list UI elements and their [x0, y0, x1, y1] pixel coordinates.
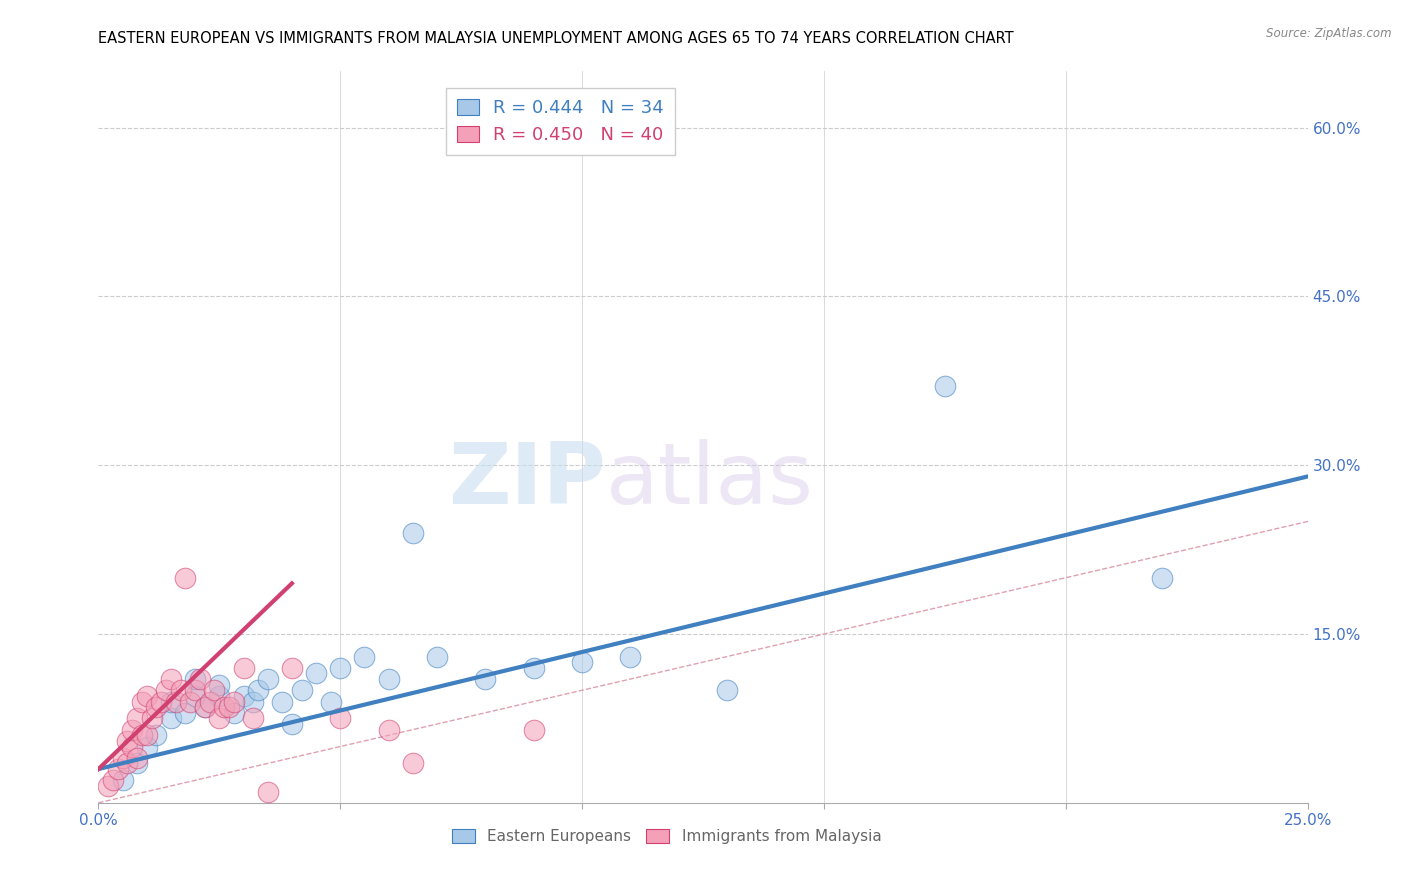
Point — [353, 649, 375, 664]
Point — [117, 756, 139, 771]
Point — [107, 762, 129, 776]
Point — [127, 711, 149, 725]
Point — [222, 706, 245, 720]
Point — [232, 661, 254, 675]
Point — [934, 379, 956, 393]
Point — [218, 700, 240, 714]
Point — [426, 649, 449, 664]
Point — [121, 739, 143, 754]
Point — [111, 773, 134, 788]
Point — [619, 649, 641, 664]
Point — [232, 689, 254, 703]
Point — [377, 723, 399, 737]
Point — [290, 683, 312, 698]
Point — [127, 751, 149, 765]
Point — [212, 700, 235, 714]
Point — [571, 655, 593, 669]
Point — [271, 694, 294, 708]
Point — [256, 672, 278, 686]
Point — [160, 672, 183, 686]
Point — [523, 723, 546, 737]
Point — [101, 773, 124, 788]
Point — [145, 700, 167, 714]
Point — [305, 666, 328, 681]
Text: atlas: atlas — [606, 440, 814, 523]
Text: ZIP: ZIP — [449, 440, 606, 523]
Point — [135, 689, 157, 703]
Point — [155, 683, 177, 698]
Point — [131, 728, 153, 742]
Point — [402, 756, 425, 771]
Point — [716, 683, 738, 698]
Point — [165, 694, 187, 708]
Point — [127, 756, 149, 771]
Point — [160, 711, 183, 725]
Point — [174, 706, 197, 720]
Point — [111, 751, 134, 765]
Point — [131, 694, 153, 708]
Point — [174, 571, 197, 585]
Point — [256, 784, 278, 798]
Point — [222, 694, 245, 708]
Point — [194, 700, 217, 714]
Point — [204, 683, 226, 698]
Point — [242, 694, 264, 708]
Point — [1152, 571, 1174, 585]
Point — [145, 728, 167, 742]
Point — [150, 694, 173, 708]
Point — [281, 717, 304, 731]
Point — [523, 661, 546, 675]
Point — [184, 683, 207, 698]
Point — [242, 711, 264, 725]
Point — [329, 661, 352, 675]
Point — [135, 739, 157, 754]
Point — [194, 700, 217, 714]
Point — [135, 728, 157, 742]
Point — [121, 723, 143, 737]
Point — [281, 661, 304, 675]
Text: Source: ZipAtlas.com: Source: ZipAtlas.com — [1267, 27, 1392, 40]
Legend: Eastern Europeans, Immigrants from Malaysia: Eastern Europeans, Immigrants from Malay… — [446, 822, 887, 850]
Point — [188, 672, 211, 686]
Point — [160, 694, 183, 708]
Point — [247, 683, 270, 698]
Point — [402, 525, 425, 540]
Point — [179, 694, 201, 708]
Point — [208, 678, 231, 692]
Point — [208, 711, 231, 725]
Point — [377, 672, 399, 686]
Point — [169, 683, 191, 698]
Point — [329, 711, 352, 725]
Point — [141, 711, 163, 725]
Text: EASTERN EUROPEAN VS IMMIGRANTS FROM MALAYSIA UNEMPLOYMENT AMONG AGES 65 TO 74 YE: EASTERN EUROPEAN VS IMMIGRANTS FROM MALA… — [98, 31, 1014, 46]
Point — [184, 689, 207, 703]
Point — [184, 672, 207, 686]
Point — [117, 734, 139, 748]
Point — [198, 694, 221, 708]
Point — [208, 689, 231, 703]
Point — [97, 779, 120, 793]
Point — [319, 694, 342, 708]
Point — [474, 672, 496, 686]
